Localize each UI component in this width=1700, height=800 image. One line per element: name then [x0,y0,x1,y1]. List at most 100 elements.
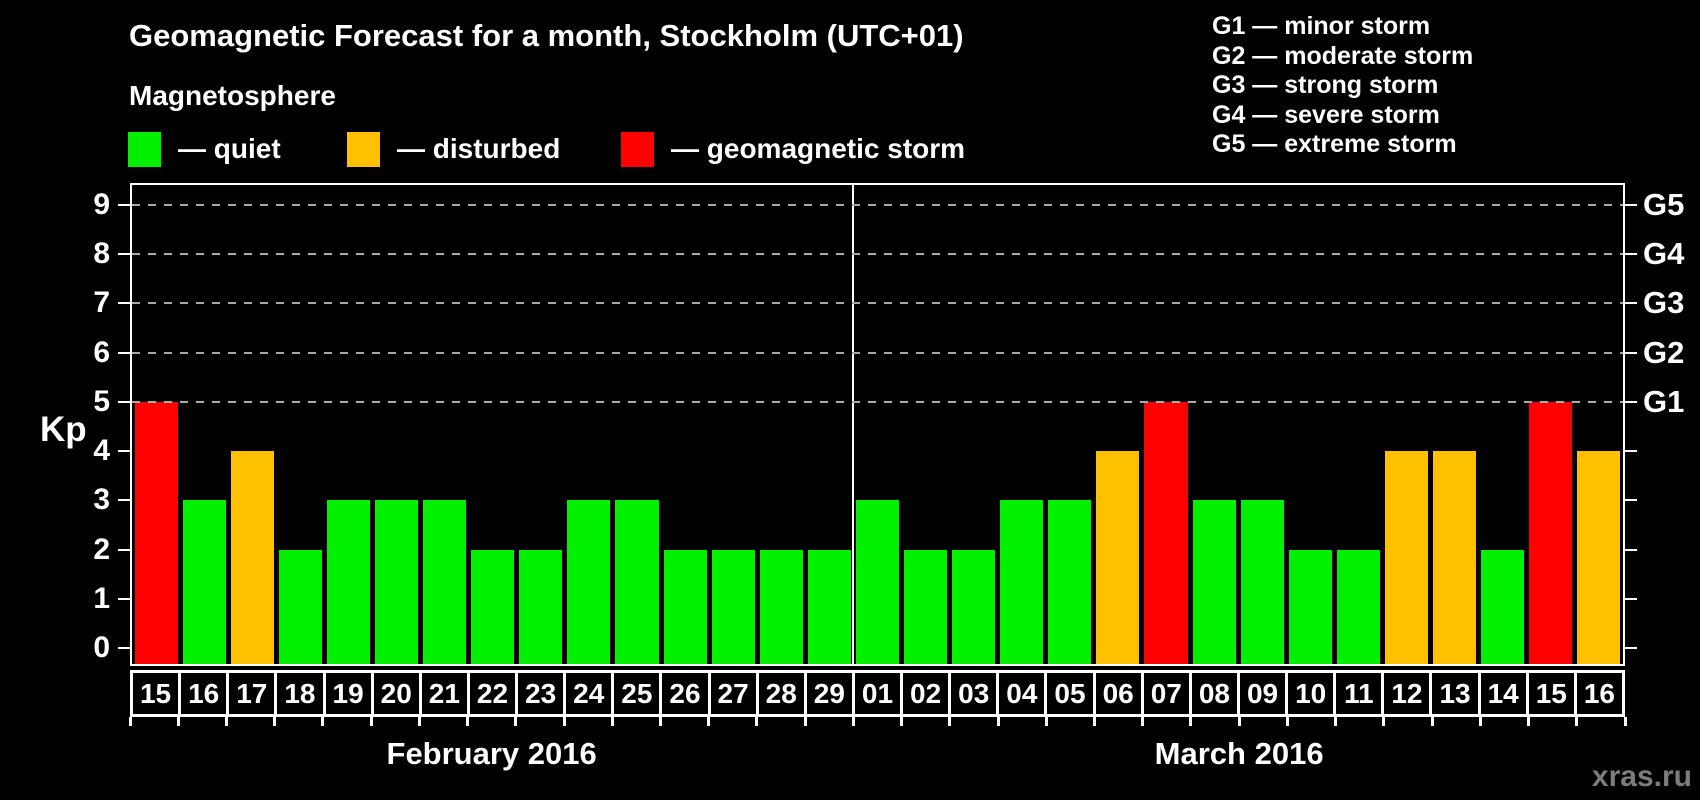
x-boundary-tick [658,717,662,726]
y-axis-label-3: 3 [93,483,110,517]
x-boundary-tick [803,717,807,726]
bar-day-11-kp2 [1336,549,1380,664]
x-axis-ticks [128,717,1627,727]
x-boundary-tick [900,717,904,726]
bar-day-10-kp2 [1288,549,1332,664]
plot-area [130,183,1625,666]
day-label-13: 13 [1432,673,1478,714]
x-boundary-tick [1044,717,1048,726]
month-label-february: February 2016 [386,736,597,771]
bar-day-26-kp2 [663,549,707,664]
storm-scale-g3: G3 — strong storm [1212,71,1439,99]
bar-slot-19 [324,185,372,664]
day-label-10: 10 [1288,673,1334,714]
bar-day-08-kp3 [1192,500,1236,664]
x-boundary-tick [1575,717,1579,726]
g-axis-label-g3: G3 [1643,285,1685,321]
x-boundary-tick [610,717,614,726]
gridline-kp7 [132,302,1623,305]
y-axis-title: Kp [40,410,87,449]
x-boundary-tick [851,717,855,726]
x-boundary-tick [369,717,373,726]
storm-scale-g2: G2 — moderate storm [1212,41,1474,70]
x-boundary-tick [1334,717,1338,726]
day-label-23: 23 [518,673,564,714]
x-boundary-tick [1141,717,1145,726]
bar-slot-18 [276,185,324,664]
bar-day-16-kp3 [182,500,226,664]
y-tick-8 [1625,253,1637,255]
bar-slot-06 [1094,185,1142,664]
y-tick-5 [118,400,130,403]
bar-day-02-kp2 [904,549,948,664]
day-label-14: 14 [1480,673,1526,714]
day-label-row: 15 16 17 18 19 20 21 22 23 24 25 26 27 28 29 01 02 03 04 05… [130,670,1625,717]
day-label-19: 19 [325,673,371,714]
bar-slot-08 [1190,185,1238,664]
y-tick-4 [1625,450,1637,453]
gridline-kp5 [132,400,1623,403]
x-boundary-tick [273,717,277,726]
y-tick-6 [1625,351,1637,354]
bar-slot-25 [613,185,661,664]
bar-day-04-kp3 [1000,500,1044,664]
bar-day-17-kp4 [230,451,274,664]
x-boundary-tick [417,717,421,726]
gridline-kp6 [132,351,1623,354]
bar-day-15-kp5 [1529,401,1573,664]
g-axis-label-g5: G5 [1643,186,1685,222]
bar-slot-02 [902,185,950,664]
x-boundary-tick [1623,717,1627,726]
xras-watermark: xras.ru [1591,760,1692,793]
day-label-16: 16 [1576,673,1622,714]
day-label-17: 17 [229,673,275,714]
bar-day-16-kp4 [1577,451,1621,664]
bar-day-12-kp4 [1384,451,1429,664]
y-tick-2 [118,548,130,551]
bar-slot-22 [469,185,517,664]
storm-scale-g1: G1 — minor storm [1212,12,1431,40]
day-label-29: 29 [806,673,852,714]
x-boundary-tick [996,717,1000,726]
bar-slot-04 [998,185,1046,664]
bar-slot-20 [372,185,420,664]
g-level-axis-labels: G1 G2 G3 G4 G5 [1643,185,1700,664]
day-label-18: 18 [277,673,323,714]
day-label-08: 08 [1191,673,1237,714]
x-boundary-tick [176,717,180,726]
storm-scale-legend: G1 — minor storm G2 — moderate storm G3 … [1212,12,1473,160]
y-tick-3 [1625,499,1637,502]
g-axis-label-g2: G2 [1643,334,1685,370]
bar-day-25-kp3 [615,500,659,664]
bar-slot-28 [757,185,805,664]
y-tick-4 [118,450,130,453]
page-title: Geomagnetic Forecast for a month, Stockh… [129,18,964,53]
y-axis-ticks-right [1625,185,1637,664]
bar-slot-21 [421,185,469,664]
y-tick-8 [118,253,130,255]
bar-day-19-kp3 [326,500,370,664]
day-label-04: 04 [999,673,1045,714]
month-labels: February 2016 March 2016 [130,736,1625,776]
bar-day-24-kp3 [567,500,611,664]
y-tick-3 [118,499,130,502]
x-boundary-tick [321,717,325,726]
bar-slot-05 [1046,185,1094,664]
bar-day-15-kp5 [134,401,178,664]
y-axis-label-7: 7 [93,286,110,320]
x-boundary-tick [1382,717,1386,726]
legend-item-disturbed: — disturbed [347,130,560,168]
x-boundary-tick [224,717,228,726]
day-label-09: 09 [1239,673,1286,714]
y-axis-label-9: 9 [93,187,110,221]
day-label-02: 02 [903,673,949,714]
x-boundary-tick [514,717,518,726]
bar-day-13-kp4 [1433,451,1477,664]
x-boundary-tick [1237,717,1241,726]
x-boundary-tick [1430,717,1434,726]
bar-slot-14 [1479,185,1527,664]
y-tick-0 [1625,647,1637,650]
y-tick-7 [118,302,130,305]
day-label-25: 25 [614,673,660,714]
legend-label-quiet: — quiet [178,133,281,164]
